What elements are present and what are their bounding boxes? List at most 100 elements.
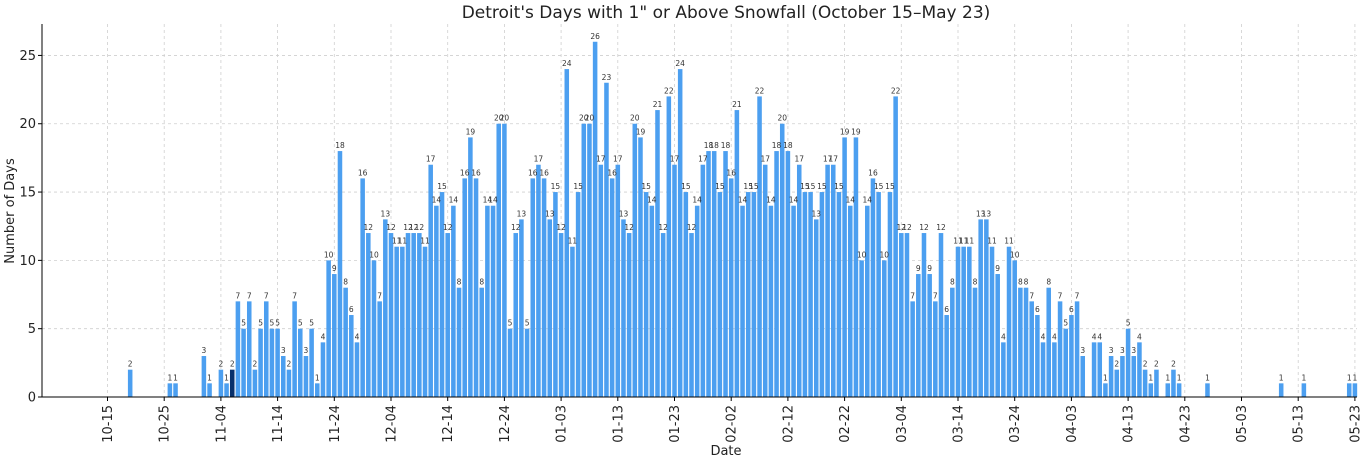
bar-value-label: 5 [275,319,280,328]
bar [592,41,598,398]
bar-value-label: 19 [466,127,476,136]
bar-value-label: 17 [823,155,833,164]
bar-value-label: 15 [800,182,810,191]
bar [830,164,836,397]
bar [1352,383,1358,397]
bar [972,287,978,397]
x-axis-label: Date [710,444,741,459]
bar [853,137,859,397]
bar-value-label: 20 [494,114,504,123]
bar [207,383,212,397]
bar [927,274,932,397]
bar-value-label: 24 [675,59,685,68]
bar [700,164,706,397]
bar-value-label: 14 [647,196,657,205]
bar-value-label: 15 [743,182,753,191]
bar-value-label: 1 [1165,373,1170,382]
bar-value-label: 6 [1035,305,1040,314]
bar-value-label: 2 [1154,360,1159,369]
x-tick-label: 03-04 [895,405,910,443]
bar-value-label: 12 [936,223,946,232]
bar [326,260,331,397]
bar [524,328,530,397]
bar-value-label: 7 [292,291,297,300]
bar [791,205,796,397]
bar [1154,369,1159,397]
x-tick-label: 11-14 [271,405,286,443]
bar [842,137,847,397]
bar [910,301,915,397]
bar-value-label: 17 [760,155,770,164]
bar-value-label: 16 [539,168,549,177]
bar-value-label: 23 [602,73,612,82]
bar [893,96,898,398]
bar [127,369,133,397]
bar [1137,342,1142,397]
bar-value-label: 13 [982,209,992,218]
bar [865,205,870,397]
bar-value-label: 7 [377,291,382,300]
bar [615,164,621,397]
bar [1046,287,1051,397]
bar [451,205,456,397]
bar-value-label: 11 [959,237,969,246]
bar-value-label: 5 [1063,319,1068,328]
bar-value-label: 11 [987,237,997,246]
bar-value-label: 12 [919,223,929,232]
bar [796,164,802,397]
x-tick-label: 03-14 [952,405,967,443]
bar-value-label: 1 [1301,373,1306,382]
bar-value-label: 11 [392,237,402,246]
bar [332,274,337,397]
bar-value-label: 15 [817,182,827,191]
bar [434,205,439,397]
bar-value-label: 7 [264,291,269,300]
bar-value-label: 22 [755,86,765,95]
bar [1205,383,1210,397]
bar-value-label: 13 [811,209,821,218]
x-tick-label: 01-23 [668,405,683,443]
bar [677,69,683,397]
bar [587,123,592,397]
bar [802,192,808,397]
bar-value-label: 9 [995,264,1000,273]
bar [638,137,643,397]
bar [235,301,241,397]
bar [825,164,830,397]
bar [655,110,660,398]
bar [519,219,524,397]
bar-value-label: 14 [766,196,776,205]
bar-value-label: 15 [749,182,759,191]
bar-value-label: 18 [704,141,714,150]
bar [422,246,428,397]
bar-value-label: 4 [1097,332,1102,341]
bar [723,151,728,397]
bar-value-label: 1 [1353,373,1358,382]
bar [473,178,479,397]
bar-value-label: 6 [944,305,949,314]
bar [349,315,354,397]
bar [315,383,320,397]
bar [1023,287,1029,397]
bar [1278,383,1284,397]
bar-value-label: 14 [488,196,498,205]
bar-value-label: 1 [173,373,178,382]
bar [1029,301,1034,397]
bar [689,233,694,397]
y-tick-label: 25 [19,49,36,64]
bar-value-label: 7 [247,291,252,300]
bar-value-label: 11 [420,237,430,246]
bar [728,178,734,397]
bar-value-label: 1 [1347,373,1352,382]
bar-value-label: 14 [483,196,493,205]
bar-value-label: 18 [772,141,782,150]
bar-value-label: 13 [976,209,986,218]
bar [1057,301,1063,397]
bar-value-label: 4 [355,332,360,341]
bar [1001,342,1006,397]
bar [995,274,1000,397]
bar-value-label: 14 [432,196,442,205]
bar-value-label: 10 [324,250,334,259]
bar [1063,328,1068,397]
